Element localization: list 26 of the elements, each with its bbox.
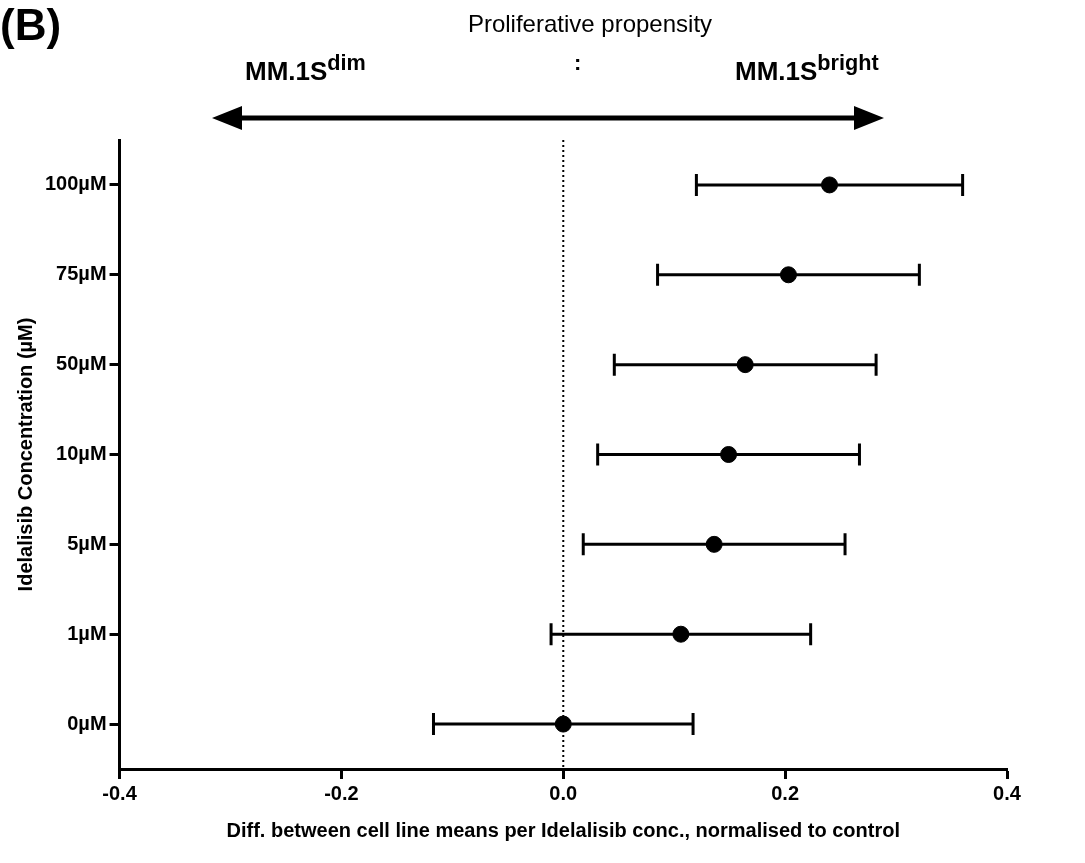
y-tick-label: 100µM — [44, 172, 107, 195]
point — [554, 715, 572, 733]
point — [720, 446, 738, 463]
x-tick-label: -0.2 — [324, 781, 359, 804]
point — [821, 176, 839, 194]
x-tick-label: 0.2 — [771, 781, 800, 804]
point — [779, 266, 797, 284]
text: MM.1S$^{dim}$ — [245, 50, 366, 87]
y-tick-label: 5µM — [67, 531, 107, 554]
y-tick-label: 50µM — [56, 352, 107, 375]
y-axis-title: Idelalisib Concentration (µM) — [13, 317, 36, 592]
x-axis-title: Diff. between cell line means per Idelalisib conc., normalised to control — [226, 818, 901, 841]
chart-title: Proliferative propensity — [466, 10, 714, 38]
text: MM.1S$^{bright}$ — [735, 50, 879, 87]
y-tick-label: 10µM — [56, 442, 107, 465]
x-tick-label: -0.4 — [102, 781, 138, 804]
x-tick-label: 0.0 — [549, 781, 578, 804]
point — [736, 356, 754, 374]
point — [672, 625, 690, 643]
y-tick-label: 0µM — [67, 711, 107, 734]
x-tick-label: 0.4 — [993, 781, 1022, 804]
point — [705, 535, 723, 553]
text: : — [574, 50, 582, 76]
y-tick-label: 75µM — [56, 262, 107, 285]
text: (B) — [0, 0, 62, 50]
y-tick-label: 1µM — [67, 621, 107, 644]
